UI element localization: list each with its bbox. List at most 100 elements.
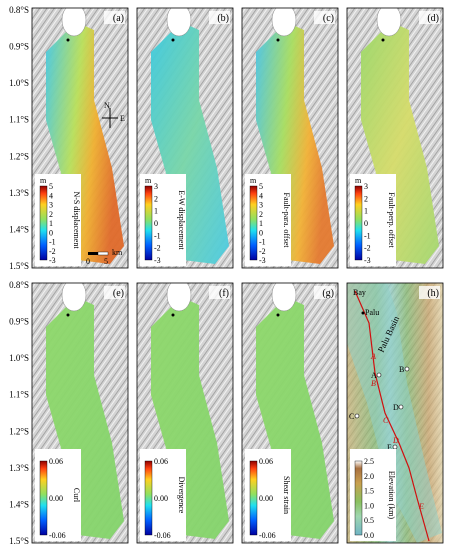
colorbar-bar — [39, 460, 48, 536]
east-label: E — [120, 114, 125, 123]
colorbar-label: Shear strain — [282, 476, 291, 514]
colorbar-bar — [354, 185, 363, 261]
colorbar-unit: m — [250, 176, 257, 185]
colorbar-tick: 0 — [154, 219, 158, 228]
scale-bar: 0 5 km — [86, 248, 123, 266]
colorbar-bar — [39, 185, 48, 261]
bay — [271, 8, 297, 37]
colorbar-tick: -2 — [49, 247, 56, 256]
latitude-label: 0.8°S — [9, 280, 29, 290]
latitude-label: 1.5°S — [9, 261, 29, 271]
data-strip — [46, 22, 124, 264]
panel-frame — [241, 7, 339, 269]
colorbar-tick: 1.5 — [364, 487, 374, 496]
panel-frame — [346, 7, 444, 269]
profile-point — [398, 404, 404, 410]
map-label: C — [349, 412, 354, 421]
colorbar-tick: -2 — [259, 247, 266, 256]
map-panel: (d) m3 2 1 0 -1 -2 -3 Fault-perp. offset — [346, 7, 444, 269]
colorbar-tick: 5 — [259, 182, 263, 191]
colorbar-label: Curl — [72, 488, 81, 503]
colorbar-tick: 2 — [154, 194, 158, 203]
colorbar: 0.06 0.00 -0.06 Shear strain — [245, 449, 291, 541]
scale-five: 5 — [104, 257, 108, 266]
latitude-label: 1.1°S — [9, 390, 29, 400]
colorbar-bar — [144, 185, 153, 261]
colorbar-tick: 3 — [364, 182, 368, 191]
latitude-label: 1.1°S — [9, 115, 29, 125]
panel-letter: (g) — [322, 288, 334, 299]
scale-unit: km — [112, 248, 123, 257]
latitude-label: 1.0°S — [9, 353, 29, 363]
bay — [61, 8, 87, 37]
colorbar: 0.06 0.00 -0.06 Curl — [35, 449, 81, 541]
bay — [61, 283, 87, 312]
label-bg — [419, 11, 440, 24]
panel-frame — [241, 282, 339, 544]
colorbar-tick: 4 — [259, 191, 263, 200]
data-strip — [151, 297, 229, 539]
data-strip — [151, 22, 229, 264]
latitude-label: 1.4°S — [9, 499, 29, 509]
data-strip — [46, 297, 124, 539]
map-label: Bay — [353, 288, 366, 297]
colorbar-tick: -1 — [154, 231, 161, 240]
map-label: B — [399, 365, 404, 374]
colorbar-tick: 0.06 — [49, 457, 63, 466]
colorbar-unit: m — [355, 176, 362, 185]
colorbar-tick: -1 — [49, 238, 56, 247]
colorbar-tick: 0.5 — [364, 516, 374, 525]
palu-point — [66, 38, 70, 42]
palu-point — [381, 38, 385, 42]
latitude-label: 1.3°S — [9, 463, 29, 473]
map-panel: (f) 0.06 0.00 -0.06 Divergence — [136, 282, 234, 544]
palu-point — [361, 311, 365, 315]
map-label: C — [383, 416, 389, 425]
colorbar-tick: -3 — [364, 256, 371, 265]
colorbar-tick: 5 — [49, 182, 53, 191]
panel-frame — [136, 7, 234, 269]
latitude-label: 1.2°S — [9, 151, 29, 161]
colorbar-label: Fault-perp. offset — [387, 192, 396, 248]
label-bg — [314, 11, 335, 24]
scale-white — [97, 251, 109, 256]
bay — [271, 283, 297, 312]
map-content — [32, 283, 128, 543]
map-label: E — [418, 502, 424, 511]
colorbar-tick: -1 — [364, 231, 371, 240]
panel-letter: (b) — [217, 13, 229, 24]
profile-point — [354, 413, 360, 419]
colorbar-tick: 2.0 — [364, 472, 374, 481]
map-label: D — [392, 436, 399, 445]
colorbar-tick: 0 — [49, 228, 53, 237]
label-bg — [419, 286, 440, 299]
colorbar-tick: -0.06 — [49, 531, 66, 540]
panel-frame — [136, 282, 234, 544]
colorbar-tick: 2.5 — [364, 457, 374, 466]
colorbar-unit: m — [145, 176, 152, 185]
basin — [347, 283, 442, 543]
colorbar-tick: -0.06 — [154, 531, 171, 540]
panel-letter: (e) — [113, 288, 124, 299]
profile-point — [392, 444, 398, 450]
map-panel: (b) m3 2 1 0 -1 -2 -3 E-W displacement — [136, 7, 234, 269]
label-bg — [209, 286, 230, 299]
panel-letter: (c) — [323, 13, 334, 24]
colorbar-tick: 1 — [259, 219, 263, 228]
colorbar-tick: 1 — [49, 219, 53, 228]
data-strip — [256, 297, 334, 539]
bay — [166, 283, 192, 312]
colorbar-tick: 2 — [259, 210, 263, 219]
latitude-label: 1.5°S — [9, 536, 29, 546]
colorbar-tick: 0.06 — [259, 457, 273, 466]
latitude-label: 0.9°S — [9, 42, 29, 52]
map-label: E — [387, 443, 392, 452]
palu-point — [66, 313, 70, 317]
data-strip — [256, 22, 334, 264]
north-arrow: NE — [102, 101, 125, 128]
map-label: A — [370, 352, 376, 361]
colorbar-tick: 1 — [154, 207, 158, 216]
